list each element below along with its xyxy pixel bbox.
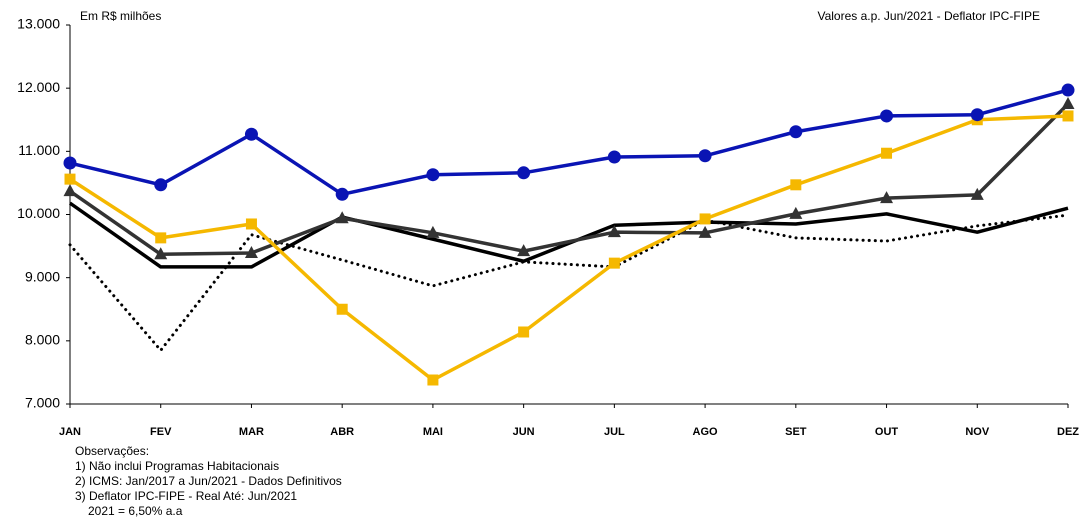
point: [698, 149, 712, 163]
point: [335, 187, 349, 201]
point: [244, 127, 258, 141]
note: 3) Deflator IPC-FIPE - Real Até: Jun/202…: [75, 489, 297, 503]
point: [518, 326, 530, 338]
point: [154, 178, 168, 192]
series-line: [69, 88, 1069, 197]
x-tick-label: FEV: [150, 426, 172, 438]
x-tick-label: AGO: [693, 426, 719, 438]
point: [1062, 110, 1074, 122]
series-line: [68, 213, 1070, 352]
y-tick-label: 10.000: [17, 205, 60, 221]
x-tick-label: ABR: [330, 426, 354, 438]
point: [607, 150, 621, 164]
point: [790, 179, 802, 191]
point: [881, 147, 893, 159]
point: [608, 257, 620, 269]
point: [517, 166, 531, 180]
note: 2021 = 6,50% a.a: [88, 504, 183, 518]
point: [155, 232, 167, 244]
x-tick-label: NOV: [965, 426, 990, 438]
point: [1061, 83, 1075, 97]
x-tick-label: OUT: [875, 426, 899, 438]
point: [699, 213, 711, 225]
note: 1) Não inclui Programas Habitacionais: [75, 459, 279, 473]
point: [517, 244, 531, 257]
point: [335, 211, 349, 224]
x-tick-label: SET: [785, 426, 807, 438]
x-tick-label: DEZ: [1057, 426, 1079, 438]
point: [64, 173, 76, 185]
y-tick-label: 8.000: [25, 332, 60, 348]
note: 2) ICMS: Jan/2017 a Jun/2021 - Dados Def…: [75, 474, 342, 488]
point: [1061, 96, 1075, 109]
y-tick-label: 11.000: [18, 142, 60, 158]
point: [970, 108, 984, 122]
y-tick-label: 13.000: [17, 16, 60, 32]
point: [426, 225, 440, 238]
x-tick-label: MAI: [423, 426, 443, 438]
point: [244, 246, 258, 259]
point: [427, 374, 439, 386]
x-tick-label: JAN: [59, 426, 81, 438]
point: [607, 225, 621, 238]
point: [970, 187, 984, 200]
x-tick-label: JUN: [513, 426, 535, 438]
point: [880, 191, 894, 204]
x-tick-label: MAR: [239, 426, 264, 438]
point: [880, 109, 894, 123]
point: [698, 225, 712, 238]
y-tick-label: 12.000: [17, 79, 60, 95]
unit-note: Em R$ milhões: [80, 9, 161, 23]
y-tick-label: 9.000: [25, 268, 60, 284]
series-line: [69, 114, 1069, 382]
y-tick-label: 7.000: [25, 395, 60, 411]
point: [426, 168, 440, 182]
point: [789, 206, 803, 219]
deflator-note: Valores a.p. Jun/2021 - Deflator IPC-FIP…: [817, 9, 1040, 23]
series-line: [69, 102, 1070, 257]
note: Observações:: [75, 444, 149, 458]
point: [245, 218, 257, 230]
point: [789, 125, 803, 139]
point: [63, 184, 77, 197]
point: [336, 303, 348, 315]
point: [154, 247, 168, 260]
point: [63, 156, 77, 170]
x-tick-label: JUL: [604, 426, 625, 438]
